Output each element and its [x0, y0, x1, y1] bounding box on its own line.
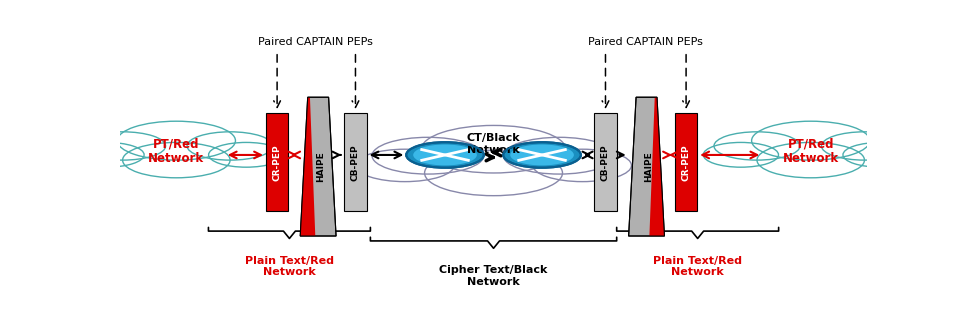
Circle shape [703, 142, 778, 167]
Text: Plain Text/Red
Network: Plain Text/Red Network [653, 256, 742, 277]
Bar [345, 113, 367, 211]
Bar [675, 113, 697, 211]
Bar [266, 113, 288, 211]
Circle shape [821, 132, 907, 160]
Polygon shape [300, 97, 336, 236]
Circle shape [533, 149, 632, 182]
Circle shape [187, 132, 273, 160]
Circle shape [355, 149, 455, 182]
Circle shape [209, 142, 284, 167]
Polygon shape [300, 97, 315, 236]
Polygon shape [649, 97, 664, 236]
Circle shape [80, 132, 166, 160]
Text: Cipher Text/Black
Network: Cipher Text/Black Network [439, 265, 548, 287]
Text: PT/Red
Network: PT/Red Network [148, 137, 204, 165]
Text: Paired CAPTAIN PEPs: Paired CAPTAIN PEPs [258, 37, 374, 47]
Circle shape [843, 142, 918, 167]
Circle shape [504, 137, 615, 174]
Text: Paired CAPTAIN PEPs: Paired CAPTAIN PEPs [587, 37, 702, 47]
Text: CT/Black
Network: CT/Black Network [467, 133, 520, 155]
Circle shape [421, 125, 566, 173]
Circle shape [510, 145, 574, 166]
Circle shape [714, 132, 800, 160]
Circle shape [413, 145, 477, 166]
Text: HAIPE: HAIPE [644, 151, 653, 182]
Polygon shape [629, 97, 664, 236]
Circle shape [122, 142, 230, 178]
Circle shape [69, 142, 144, 167]
Text: CB-PEP: CB-PEP [601, 144, 610, 181]
Text: HAIPE: HAIPE [316, 151, 325, 182]
Text: PT/Red
Network: PT/Red Network [783, 137, 839, 165]
Circle shape [504, 142, 581, 168]
Circle shape [372, 137, 483, 174]
Bar [594, 113, 616, 211]
Circle shape [406, 142, 483, 168]
Circle shape [117, 121, 236, 160]
Text: CR-PEP: CR-PEP [273, 144, 281, 181]
Circle shape [757, 142, 865, 178]
Text: CR-PEP: CR-PEP [682, 144, 690, 181]
Circle shape [425, 150, 562, 196]
Circle shape [751, 121, 870, 160]
Text: Plain Text/Red
Network: Plain Text/Red Network [245, 256, 334, 277]
Text: CB-PEP: CB-PEP [351, 144, 360, 181]
